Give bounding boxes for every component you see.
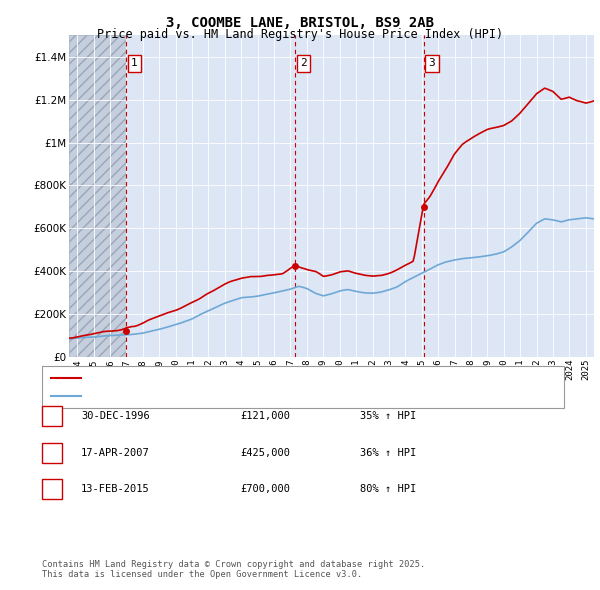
- Text: £700,000: £700,000: [240, 484, 290, 494]
- Text: 1: 1: [131, 58, 138, 68]
- Bar: [69, 35, 126, 357]
- Text: £121,000: £121,000: [240, 411, 290, 421]
- Text: 30-DEC-1996: 30-DEC-1996: [81, 411, 150, 421]
- Text: HPI: Average price, detached house, City of Bristol: HPI: Average price, detached house, City…: [87, 391, 406, 401]
- Text: 13-FEB-2015: 13-FEB-2015: [81, 484, 150, 494]
- Text: £425,000: £425,000: [240, 448, 290, 457]
- Text: 36% ↑ HPI: 36% ↑ HPI: [360, 448, 416, 457]
- Text: 35% ↑ HPI: 35% ↑ HPI: [360, 411, 416, 421]
- Text: Contains HM Land Registry data © Crown copyright and database right 2025.
This d: Contains HM Land Registry data © Crown c…: [42, 560, 425, 579]
- Text: 17-APR-2007: 17-APR-2007: [81, 448, 150, 457]
- Text: 3: 3: [428, 58, 435, 68]
- Text: 3, COOMBE LANE, BRISTOL, BS9 2AB (detached house): 3, COOMBE LANE, BRISTOL, BS9 2AB (detach…: [87, 373, 393, 383]
- Text: 1: 1: [49, 411, 55, 421]
- Text: 2: 2: [300, 58, 307, 68]
- Text: Price paid vs. HM Land Registry's House Price Index (HPI): Price paid vs. HM Land Registry's House …: [97, 28, 503, 41]
- Text: 3: 3: [49, 484, 55, 494]
- Text: 2: 2: [49, 448, 55, 457]
- Text: 3, COOMBE LANE, BRISTOL, BS9 2AB: 3, COOMBE LANE, BRISTOL, BS9 2AB: [166, 16, 434, 30]
- Text: 80% ↑ HPI: 80% ↑ HPI: [360, 484, 416, 494]
